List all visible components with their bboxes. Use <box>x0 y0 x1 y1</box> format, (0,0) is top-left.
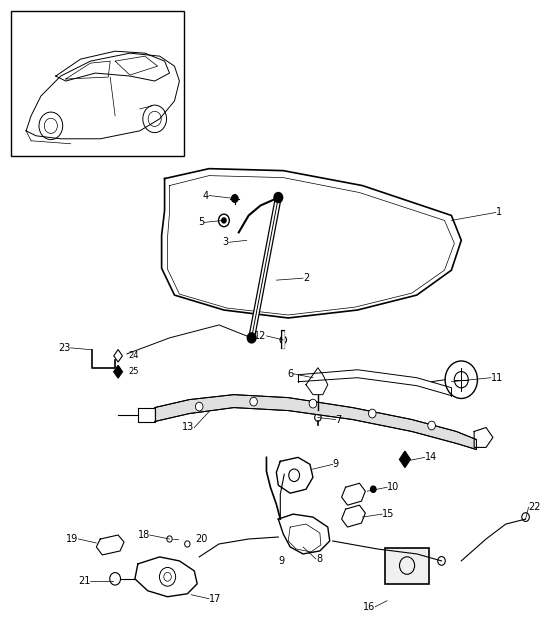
Text: 17: 17 <box>209 593 221 604</box>
Polygon shape <box>114 365 123 378</box>
Polygon shape <box>114 350 123 362</box>
Text: 10: 10 <box>387 482 399 492</box>
Polygon shape <box>155 394 476 450</box>
Text: 22: 22 <box>529 502 541 512</box>
Text: 5: 5 <box>198 217 204 227</box>
Text: 6: 6 <box>287 369 293 379</box>
Text: 9: 9 <box>332 459 339 469</box>
Circle shape <box>247 333 256 343</box>
Circle shape <box>309 399 317 408</box>
Text: 3: 3 <box>223 237 229 247</box>
Text: 21: 21 <box>78 576 90 586</box>
Text: 18: 18 <box>137 530 150 540</box>
Circle shape <box>222 218 226 223</box>
Text: 13: 13 <box>182 423 194 433</box>
FancyBboxPatch shape <box>385 548 428 584</box>
Polygon shape <box>399 452 410 467</box>
Text: 4: 4 <box>203 190 209 200</box>
Circle shape <box>371 486 376 492</box>
Text: 20: 20 <box>195 534 208 544</box>
Text: 8: 8 <box>316 554 322 564</box>
Text: 12: 12 <box>254 331 267 341</box>
Text: 25: 25 <box>128 367 138 376</box>
Text: 14: 14 <box>425 452 437 462</box>
Text: 7: 7 <box>336 414 342 425</box>
Circle shape <box>274 193 283 202</box>
Circle shape <box>428 421 435 430</box>
Text: 9: 9 <box>278 556 284 566</box>
Text: 23: 23 <box>58 343 71 353</box>
Text: 16: 16 <box>363 602 376 612</box>
Text: 19: 19 <box>66 534 78 544</box>
Circle shape <box>368 409 376 418</box>
Text: 24: 24 <box>128 351 138 360</box>
Text: 1: 1 <box>496 207 502 217</box>
Text: 2: 2 <box>303 273 310 283</box>
Circle shape <box>232 195 238 202</box>
FancyBboxPatch shape <box>11 11 184 156</box>
Text: 15: 15 <box>382 509 395 519</box>
Text: 11: 11 <box>491 372 503 382</box>
Circle shape <box>196 402 203 411</box>
Circle shape <box>250 398 257 406</box>
